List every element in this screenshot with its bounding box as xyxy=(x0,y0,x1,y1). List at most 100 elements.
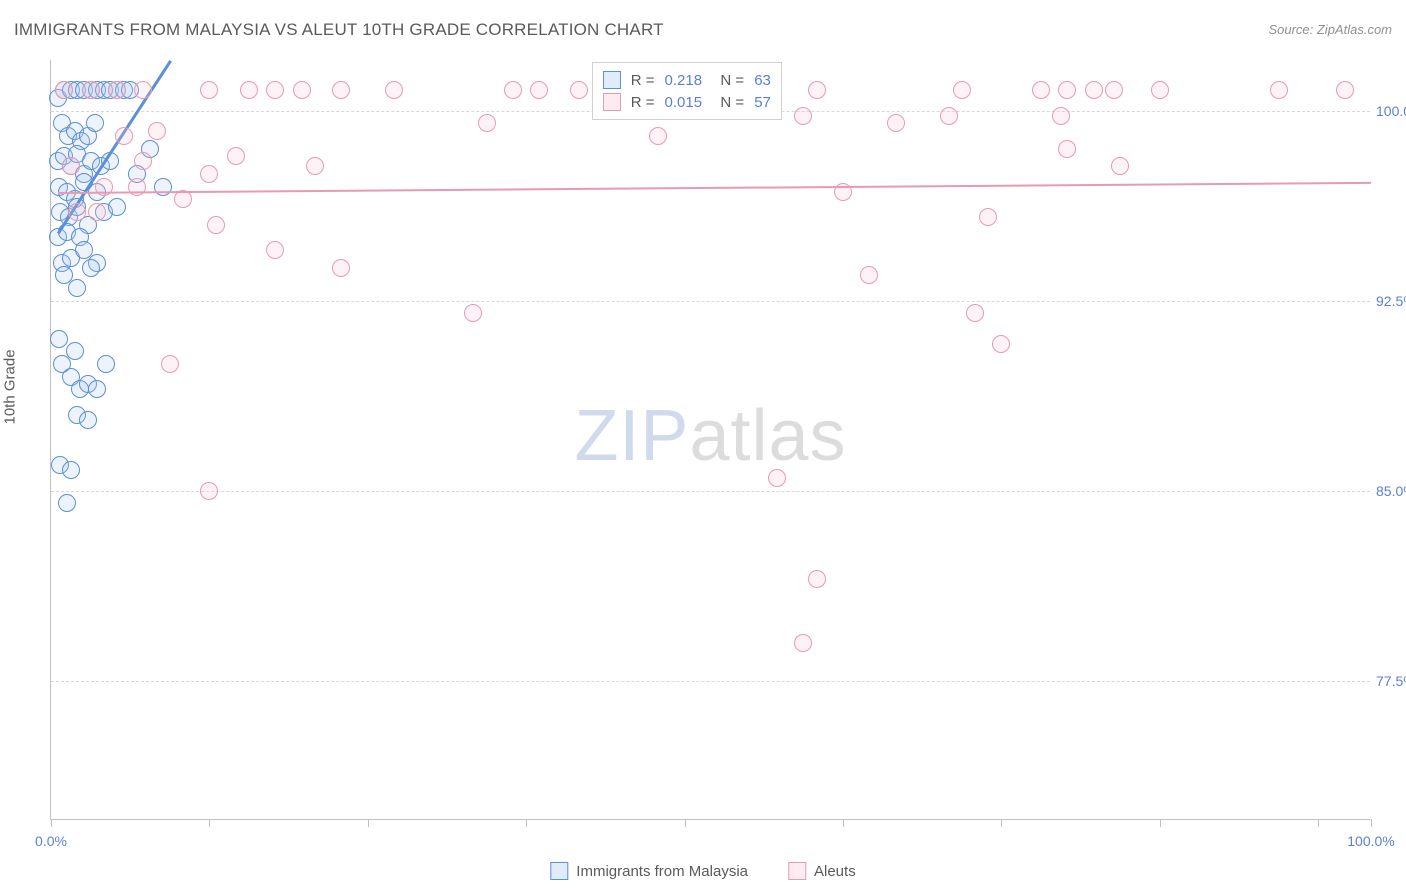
y-tick-label: 100.0% xyxy=(1376,103,1406,119)
marker-aleut xyxy=(88,203,106,221)
marker-aleut xyxy=(1052,107,1070,125)
marker-aleut xyxy=(887,114,905,132)
marker-malaysia xyxy=(58,494,76,512)
marker-aleut xyxy=(1336,81,1354,99)
x-tick xyxy=(1371,819,1372,827)
watermark: ZIPatlas xyxy=(574,394,846,476)
marker-aleut xyxy=(1032,81,1050,99)
marker-aleut xyxy=(768,469,786,487)
marker-aleut xyxy=(108,81,126,99)
x-tick xyxy=(526,819,527,827)
y-tick-label: 85.0% xyxy=(1376,483,1406,499)
x-tick xyxy=(368,819,369,827)
y-axis-label: 10th Grade xyxy=(2,349,19,424)
stats-r-value: 0.015 xyxy=(665,94,703,111)
stats-legend-box: R = 0.218 N = 63R = 0.015 N = 57 xyxy=(592,62,782,120)
stats-row: R = 0.218 N = 63 xyxy=(603,69,771,91)
marker-malaysia xyxy=(62,461,80,479)
source-attribution: Source: ZipAtlas.com xyxy=(1268,22,1392,37)
marker-aleut xyxy=(1111,157,1129,175)
marker-aleut xyxy=(979,208,997,226)
marker-aleut xyxy=(200,81,218,99)
marker-aleut xyxy=(570,81,588,99)
stats-n-label: N = xyxy=(712,94,744,111)
marker-aleut xyxy=(1151,81,1169,99)
x-tick xyxy=(843,819,844,827)
marker-aleut xyxy=(385,81,403,99)
trend-line-aleut xyxy=(58,182,1371,194)
legend-swatch xyxy=(788,862,806,880)
stats-row: R = 0.015 N = 57 xyxy=(603,91,771,113)
marker-aleut xyxy=(1270,81,1288,99)
stats-r-label: R = xyxy=(631,72,655,89)
marker-aleut xyxy=(1105,81,1123,99)
marker-aleut xyxy=(808,81,826,99)
marker-aleut xyxy=(207,216,225,234)
marker-aleut xyxy=(134,81,152,99)
marker-aleut xyxy=(293,81,311,99)
stats-n-label: N = xyxy=(712,72,744,89)
marker-aleut xyxy=(860,266,878,284)
y-tick-label: 92.5% xyxy=(1376,293,1406,309)
marker-aleut xyxy=(134,152,152,170)
marker-aleut xyxy=(68,203,86,221)
bottom-legend: Immigrants from Malaysia Aleuts xyxy=(550,862,855,880)
marker-malaysia xyxy=(86,114,104,132)
marker-aleut xyxy=(227,147,245,165)
marker-aleut xyxy=(55,81,73,99)
marker-aleut xyxy=(200,165,218,183)
marker-aleut xyxy=(332,81,350,99)
marker-aleut xyxy=(161,355,179,373)
marker-aleut xyxy=(306,157,324,175)
marker-aleut xyxy=(649,127,667,145)
marker-aleut xyxy=(115,127,133,145)
marker-aleut xyxy=(266,81,284,99)
watermark-zip: ZIP xyxy=(574,395,689,475)
marker-aleut xyxy=(953,81,971,99)
marker-malaysia xyxy=(88,380,106,398)
stats-r-label: R = xyxy=(631,94,655,111)
marker-aleut xyxy=(966,304,984,322)
marker-aleut xyxy=(794,107,812,125)
legend-swatch xyxy=(603,71,621,89)
legend-label: Aleuts xyxy=(814,863,856,880)
gridline xyxy=(51,681,1370,682)
marker-malaysia xyxy=(108,198,126,216)
gridline xyxy=(51,301,1370,302)
stats-r-value: 0.218 xyxy=(665,72,703,89)
chart-title: IMMIGRANTS FROM MALAYSIA VS ALEUT 10TH G… xyxy=(14,20,664,40)
x-tick xyxy=(1318,819,1319,827)
marker-aleut xyxy=(794,634,812,652)
legend-item: Immigrants from Malaysia xyxy=(550,862,748,880)
marker-aleut xyxy=(62,157,80,175)
x-tick xyxy=(1160,819,1161,827)
x-tick-label: 0.0% xyxy=(35,833,67,849)
x-tick xyxy=(51,819,52,827)
stats-n-value: 63 xyxy=(754,72,771,89)
watermark-atlas: atlas xyxy=(689,395,846,475)
x-tick-label: 100.0% xyxy=(1347,833,1394,849)
x-tick xyxy=(209,819,210,827)
marker-aleut xyxy=(266,241,284,259)
marker-aleut xyxy=(200,482,218,500)
marker-aleut xyxy=(808,570,826,588)
scatter-plot-area: ZIPatlas 77.5%85.0%92.5%100.0%0.0%100.0%… xyxy=(50,60,1370,820)
x-tick xyxy=(685,819,686,827)
marker-aleut xyxy=(992,335,1010,353)
marker-malaysia xyxy=(79,411,97,429)
marker-aleut xyxy=(504,81,522,99)
marker-aleut xyxy=(332,259,350,277)
marker-aleut xyxy=(1058,81,1076,99)
marker-aleut xyxy=(1058,140,1076,158)
legend-swatch xyxy=(603,93,621,111)
legend-swatch xyxy=(550,862,568,880)
marker-aleut xyxy=(940,107,958,125)
marker-aleut xyxy=(1085,81,1103,99)
marker-malaysia xyxy=(82,259,100,277)
marker-malaysia xyxy=(68,279,86,297)
marker-malaysia xyxy=(50,330,68,348)
legend-label: Immigrants from Malaysia xyxy=(576,863,748,880)
marker-aleut xyxy=(82,81,100,99)
marker-aleut xyxy=(464,304,482,322)
stats-n-value: 57 xyxy=(754,94,771,111)
